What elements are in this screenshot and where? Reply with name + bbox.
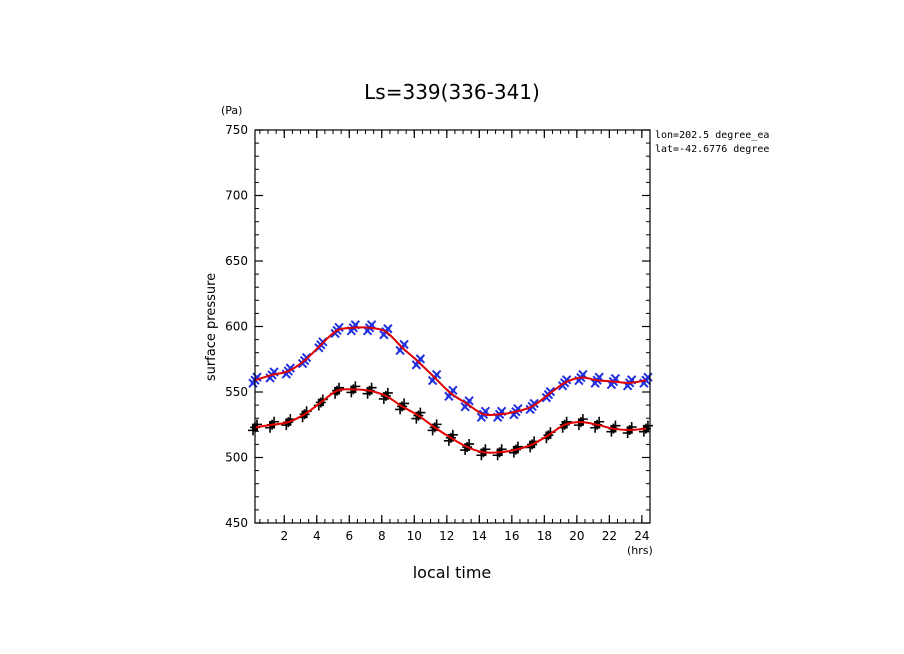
y-tick-label: 450: [225, 516, 248, 530]
y-unit-label: (Pa): [221, 104, 242, 117]
y-tick-label: 600: [225, 320, 248, 334]
x-tick-label: 20: [569, 529, 584, 543]
x-tick-label: 16: [504, 529, 519, 543]
x-tick-label: 12: [439, 529, 454, 543]
y-tick-label: 650: [225, 254, 248, 268]
x-tick-label: 22: [602, 529, 617, 543]
data-point: [252, 372, 262, 382]
y-axis-label: surface pressure: [204, 273, 219, 381]
lat-annotation: lat=-42.6776 degree: [655, 144, 769, 155]
plot-frame: [254, 129, 651, 524]
x-tick-label: 6: [345, 529, 353, 543]
lon-annotation: lon=202.5 degree_ea: [655, 130, 769, 141]
series-0: [248, 320, 653, 422]
y-tick-label: 750: [225, 123, 248, 137]
y-tick-label: 500: [225, 451, 248, 465]
x-tick-label: 10: [407, 529, 422, 543]
x-tick-label: 4: [313, 529, 321, 543]
x-axis-label: local time: [413, 563, 492, 582]
fit-curve: [254, 326, 647, 417]
x-tick-label: 18: [537, 529, 552, 543]
y-tick-label: 700: [225, 189, 248, 203]
x-tick-label: 24: [634, 529, 649, 543]
chart-title: Ls=339(336-341): [364, 80, 540, 104]
series-1: [248, 381, 653, 461]
x-tick-label: 8: [378, 529, 386, 543]
y-tick-label: 550: [225, 385, 248, 399]
fit-curve: [254, 388, 647, 454]
x-unit-label: (hrs): [627, 544, 653, 557]
plot-area: [248, 320, 653, 461]
x-tick-label: 2: [280, 529, 288, 543]
x-tick-label: 14: [472, 529, 487, 543]
